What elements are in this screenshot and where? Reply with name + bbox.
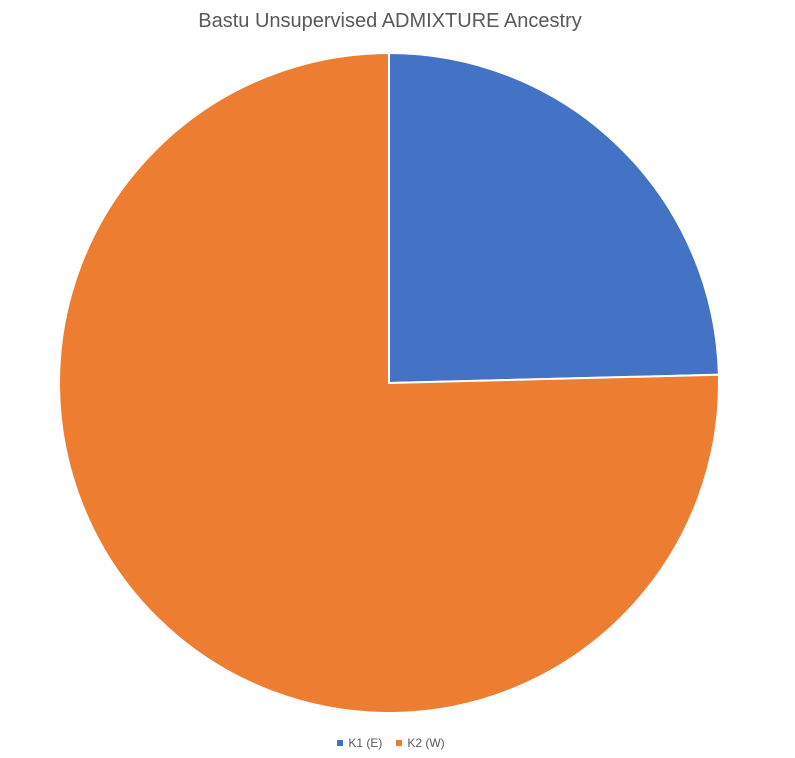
pie-slice-1[interactable] xyxy=(388,51,720,385)
legend-label-k2: K2 (W) xyxy=(407,736,445,750)
legend: K1 (E) K2 (W) xyxy=(0,736,782,750)
pie-slice-2[interactable] xyxy=(58,51,720,714)
legend-item-k2[interactable]: K2 (W) xyxy=(396,736,445,750)
legend-item-k1[interactable]: K1 (E) xyxy=(337,736,382,750)
legend-swatch-k1 xyxy=(337,740,344,746)
chart-title: Bastu Unsupervised ADMIXTURE Ancestry xyxy=(198,10,582,32)
legend-label-k1: K1 (E) xyxy=(348,736,383,750)
legend-swatch-k2 xyxy=(396,740,403,746)
